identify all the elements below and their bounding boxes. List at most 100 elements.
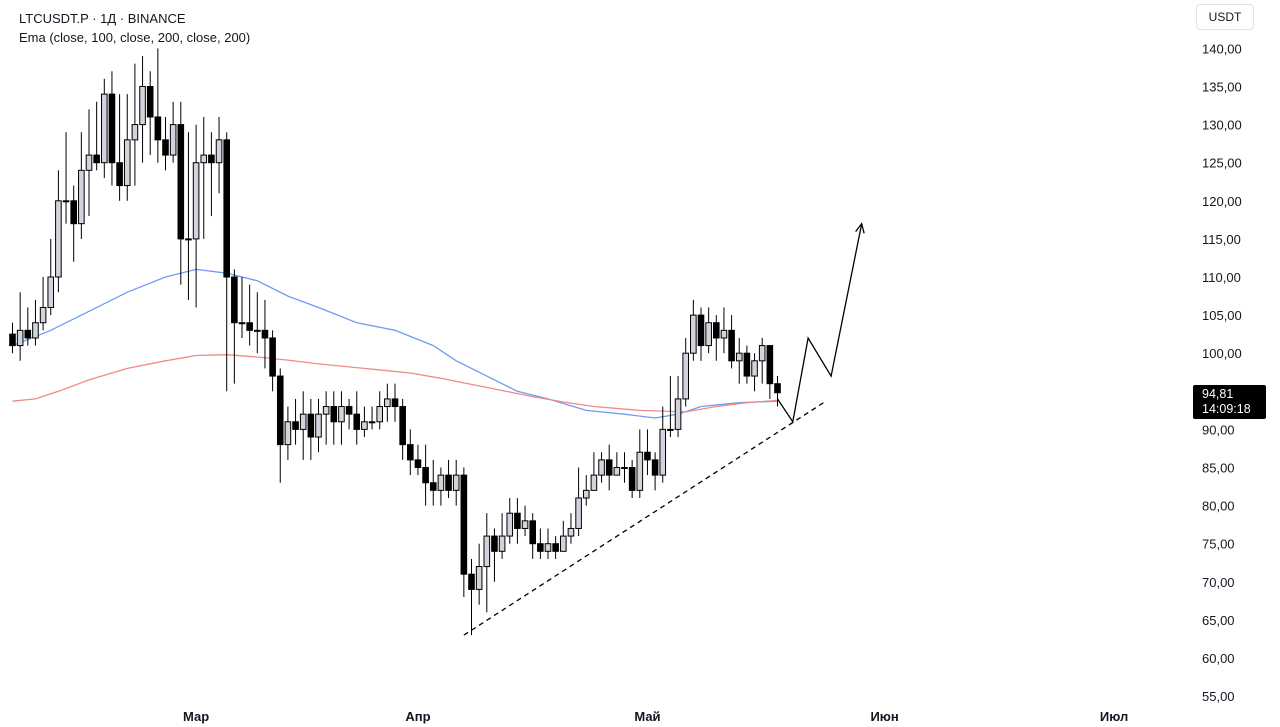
candle-body bbox=[269, 337, 276, 377]
candle-body bbox=[391, 398, 399, 408]
ema-200-line bbox=[12, 354, 778, 413]
symbol-title[interactable]: LTCUSDT.P · 1Д · BINANCE bbox=[19, 11, 186, 26]
candle-body bbox=[758, 345, 766, 362]
candle-body bbox=[16, 329, 24, 347]
candle-body bbox=[690, 314, 697, 354]
candle-body bbox=[276, 375, 284, 446]
candle-body bbox=[246, 322, 253, 331]
price-axis-label: 80,00 bbox=[1202, 499, 1235, 514]
price-axis-label: 115,00 bbox=[1202, 232, 1241, 247]
candle-body bbox=[384, 398, 391, 408]
candle-body bbox=[735, 352, 743, 362]
candle-body bbox=[307, 413, 315, 438]
candle-body bbox=[93, 154, 100, 164]
candle-body bbox=[315, 413, 322, 438]
candle-body bbox=[55, 200, 62, 278]
candle-body bbox=[154, 116, 162, 141]
candle-body bbox=[483, 535, 491, 568]
candle-body bbox=[445, 474, 452, 491]
candle-body bbox=[514, 512, 521, 529]
drawings-layer bbox=[463, 222, 865, 636]
last-price-value: 94,81 bbox=[1202, 387, 1234, 401]
price-axis-label: 90,00 bbox=[1202, 422, 1235, 437]
candles-layer bbox=[9, 48, 781, 636]
candle-body bbox=[766, 345, 774, 385]
price-axis-label: 140,00 bbox=[1202, 41, 1242, 56]
candle-body bbox=[261, 329, 269, 339]
candle-body bbox=[131, 124, 139, 141]
candle-body bbox=[636, 451, 644, 491]
candle-body bbox=[299, 413, 307, 430]
candle-body bbox=[238, 322, 246, 325]
candle-body bbox=[376, 406, 383, 423]
candle-body bbox=[101, 93, 108, 164]
candle-body bbox=[468, 573, 475, 590]
price-axis-label: 70,00 bbox=[1202, 575, 1235, 590]
candle-body bbox=[552, 543, 559, 552]
candle-body bbox=[560, 535, 567, 552]
candle-body bbox=[613, 467, 621, 476]
candle-body bbox=[223, 139, 230, 278]
price-axis-label: 130,00 bbox=[1202, 118, 1242, 133]
candle-body bbox=[330, 406, 338, 423]
candle-body bbox=[491, 535, 498, 552]
candle-body bbox=[32, 322, 39, 339]
candle-body bbox=[254, 329, 261, 332]
price-axis-label: 65,00 bbox=[1202, 613, 1235, 628]
candle-body bbox=[697, 314, 705, 347]
candle-body bbox=[200, 154, 208, 164]
candle-body bbox=[231, 276, 238, 324]
price-axis-label: 55,00 bbox=[1202, 689, 1235, 704]
candle-body bbox=[116, 162, 123, 187]
price-axis-label: 60,00 bbox=[1202, 651, 1235, 666]
candle-body bbox=[407, 444, 414, 461]
projection-arrowhead bbox=[855, 222, 865, 234]
candle-body bbox=[169, 124, 177, 156]
candle-body bbox=[437, 474, 445, 491]
candle-body bbox=[705, 322, 712, 347]
time-axis[interactable]: Мар Апр Май Июн Июл bbox=[183, 709, 1128, 724]
candle-body bbox=[460, 474, 468, 575]
candle-body bbox=[598, 459, 605, 476]
candle-body bbox=[743, 352, 751, 377]
candle-body bbox=[713, 322, 720, 339]
candle-body bbox=[162, 139, 169, 156]
candle-body bbox=[567, 527, 575, 537]
price-axis[interactable]: 55,00 60,00 65,00 70,00 75,00 80,00 85,00 90,00… bbox=[1202, 41, 1242, 704]
candle-body bbox=[605, 459, 613, 476]
candle-body bbox=[667, 428, 674, 431]
time-axis-label: Апр bbox=[405, 709, 430, 724]
ema-indicator-label[interactable]: Ema (close, 100, close, 200, close, 200) bbox=[19, 30, 251, 45]
candle-body bbox=[659, 428, 667, 476]
candle-body bbox=[720, 329, 728, 339]
ema-100-line bbox=[12, 268, 778, 419]
price-axis-label: 125,00 bbox=[1202, 156, 1242, 171]
candle-body bbox=[70, 200, 78, 225]
candle-body bbox=[146, 86, 154, 118]
candle-body bbox=[498, 535, 506, 552]
currency-button[interactable]: USDT bbox=[1196, 4, 1254, 30]
price-axis-label: 135,00 bbox=[1202, 80, 1242, 95]
ema-layer bbox=[12, 268, 778, 419]
candle-body bbox=[506, 512, 514, 537]
candle-body bbox=[644, 451, 651, 461]
candle-body bbox=[62, 200, 70, 203]
candle-body bbox=[475, 566, 483, 590]
time-axis-label: Май bbox=[634, 709, 660, 724]
candle-body bbox=[78, 169, 85, 225]
time-axis-label: Мар bbox=[183, 709, 209, 724]
candle-body bbox=[123, 139, 131, 187]
candle-body bbox=[590, 474, 598, 491]
candle-body bbox=[85, 154, 93, 171]
candle-body bbox=[682, 352, 690, 400]
candle-body bbox=[422, 467, 429, 484]
candle-body bbox=[9, 333, 16, 347]
candle-body bbox=[368, 421, 376, 424]
candle-body bbox=[544, 543, 552, 552]
candle-body bbox=[537, 543, 544, 552]
candle-body bbox=[345, 406, 353, 415]
candle-body bbox=[575, 497, 582, 529]
last-price-tag: 94,81 14:09:18 bbox=[1193, 385, 1266, 419]
candle-body bbox=[192, 162, 200, 240]
